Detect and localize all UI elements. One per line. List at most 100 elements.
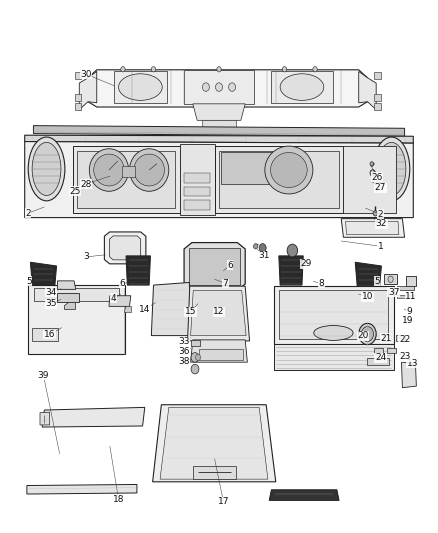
Text: 2: 2 bbox=[25, 209, 31, 218]
Bar bbox=[397, 295, 414, 298]
Polygon shape bbox=[88, 70, 367, 107]
Polygon shape bbox=[191, 340, 247, 362]
Text: 6: 6 bbox=[119, 279, 125, 288]
Polygon shape bbox=[187, 286, 250, 341]
Text: 29: 29 bbox=[300, 260, 312, 268]
Polygon shape bbox=[42, 407, 145, 427]
Bar bbox=[189, 248, 240, 285]
Polygon shape bbox=[30, 262, 57, 291]
Ellipse shape bbox=[271, 152, 307, 188]
Bar bbox=[199, 349, 243, 360]
Polygon shape bbox=[124, 306, 131, 312]
Polygon shape bbox=[193, 104, 245, 120]
Circle shape bbox=[254, 244, 258, 249]
Bar bbox=[75, 103, 81, 110]
Bar bbox=[374, 103, 381, 110]
Bar bbox=[180, 144, 215, 215]
Bar bbox=[374, 72, 381, 79]
Polygon shape bbox=[27, 484, 137, 494]
Polygon shape bbox=[272, 71, 332, 103]
Polygon shape bbox=[25, 135, 413, 143]
Polygon shape bbox=[279, 256, 303, 285]
Text: 35: 35 bbox=[45, 299, 57, 308]
Ellipse shape bbox=[359, 324, 376, 345]
Text: 6: 6 bbox=[227, 261, 233, 270]
Text: 15: 15 bbox=[185, 307, 196, 316]
Circle shape bbox=[373, 211, 378, 216]
Circle shape bbox=[191, 353, 199, 362]
Polygon shape bbox=[160, 407, 268, 479]
Polygon shape bbox=[406, 276, 417, 286]
Polygon shape bbox=[359, 71, 376, 110]
Circle shape bbox=[283, 67, 287, 72]
Bar bbox=[387, 348, 396, 353]
Polygon shape bbox=[184, 70, 254, 104]
Text: 32: 32 bbox=[376, 220, 387, 229]
Ellipse shape bbox=[134, 154, 164, 186]
Polygon shape bbox=[341, 219, 405, 237]
Polygon shape bbox=[73, 146, 180, 213]
Polygon shape bbox=[114, 71, 166, 103]
Text: 12: 12 bbox=[213, 307, 225, 316]
Polygon shape bbox=[109, 296, 131, 306]
Text: 16: 16 bbox=[44, 330, 55, 339]
Text: 24: 24 bbox=[375, 353, 386, 362]
Circle shape bbox=[121, 67, 125, 72]
Polygon shape bbox=[104, 232, 146, 264]
Polygon shape bbox=[274, 286, 394, 344]
Polygon shape bbox=[33, 126, 405, 136]
Polygon shape bbox=[346, 221, 399, 235]
Circle shape bbox=[195, 354, 201, 361]
Polygon shape bbox=[126, 256, 150, 285]
Bar bbox=[367, 359, 389, 365]
Polygon shape bbox=[184, 243, 245, 290]
Ellipse shape bbox=[377, 142, 406, 196]
Circle shape bbox=[388, 276, 393, 282]
Circle shape bbox=[151, 67, 155, 72]
Ellipse shape bbox=[32, 142, 61, 196]
Text: 7: 7 bbox=[223, 279, 229, 288]
Ellipse shape bbox=[130, 149, 169, 191]
Text: 17: 17 bbox=[218, 497, 229, 506]
Text: 28: 28 bbox=[80, 180, 92, 189]
Text: 34: 34 bbox=[45, 287, 57, 296]
Text: 38: 38 bbox=[178, 357, 190, 366]
Bar bbox=[122, 166, 135, 177]
Bar bbox=[184, 187, 210, 196]
Circle shape bbox=[217, 67, 221, 72]
Text: 11: 11 bbox=[405, 292, 417, 301]
Text: 8: 8 bbox=[319, 279, 325, 288]
Circle shape bbox=[202, 83, 209, 91]
Polygon shape bbox=[152, 405, 276, 482]
Ellipse shape bbox=[119, 74, 162, 100]
Polygon shape bbox=[40, 412, 49, 425]
Polygon shape bbox=[79, 71, 97, 110]
Polygon shape bbox=[57, 281, 76, 289]
Polygon shape bbox=[77, 151, 175, 208]
Polygon shape bbox=[191, 290, 246, 336]
Circle shape bbox=[287, 244, 297, 257]
Text: 22: 22 bbox=[399, 335, 410, 344]
Text: 5: 5 bbox=[374, 277, 380, 286]
Text: 10: 10 bbox=[362, 292, 373, 301]
Ellipse shape bbox=[373, 137, 410, 201]
Circle shape bbox=[259, 244, 266, 252]
Polygon shape bbox=[151, 282, 191, 336]
Bar bbox=[201, 120, 237, 131]
Circle shape bbox=[370, 169, 375, 176]
Bar bbox=[374, 94, 381, 101]
Polygon shape bbox=[110, 236, 141, 260]
Bar bbox=[383, 335, 392, 341]
Text: 27: 27 bbox=[375, 183, 386, 192]
Bar bbox=[184, 173, 210, 183]
Text: 4: 4 bbox=[110, 294, 116, 303]
Text: 20: 20 bbox=[357, 331, 369, 340]
Bar bbox=[374, 348, 383, 353]
Text: 9: 9 bbox=[406, 307, 412, 316]
Ellipse shape bbox=[280, 74, 324, 100]
Polygon shape bbox=[219, 151, 339, 208]
Text: 25: 25 bbox=[69, 187, 81, 196]
Text: 14: 14 bbox=[139, 304, 151, 313]
Text: 19: 19 bbox=[402, 316, 413, 325]
Bar bbox=[193, 466, 237, 479]
